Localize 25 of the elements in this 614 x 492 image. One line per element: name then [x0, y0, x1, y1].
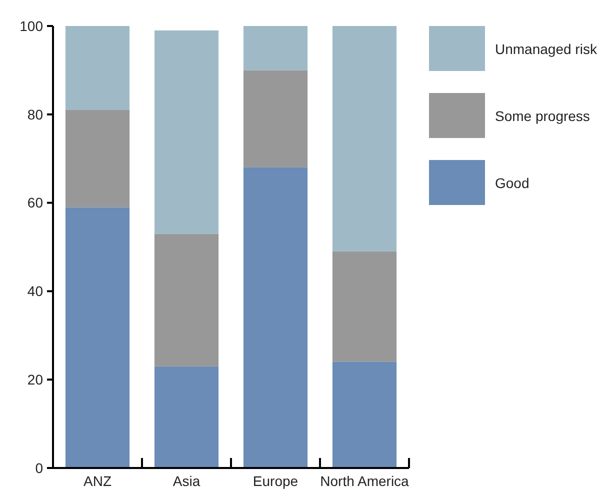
bar: [65, 207, 130, 468]
bar: [65, 110, 130, 208]
bar: [332, 251, 397, 362]
y-tick-label: 20: [27, 372, 44, 388]
bar: [332, 26, 397, 252]
x-tick-label: ANZ: [84, 473, 112, 489]
bar: [243, 167, 308, 468]
bar: [154, 366, 219, 468]
y-tick-label: 40: [27, 283, 44, 300]
y-tick-label: 0: [35, 460, 44, 476]
text: Unmanaged risk: [495, 40, 598, 57]
x-tick-label: North America: [320, 473, 410, 489]
y-tick-label: 60: [27, 194, 44, 211]
y-tick-label: 100: [20, 18, 44, 34]
bar: [154, 234, 219, 366]
text: Good: [495, 174, 530, 191]
text: Some progress: [495, 108, 590, 124]
bar: [65, 26, 130, 110]
bar: [154, 30, 219, 234]
x-tick-label: Asia: [172, 473, 200, 489]
bar: [243, 70, 308, 168]
bar: [243, 26, 308, 70]
y-tick-label: 80: [27, 106, 44, 122]
bar: [332, 362, 397, 468]
x-tick-label: Europe: [252, 473, 298, 489]
